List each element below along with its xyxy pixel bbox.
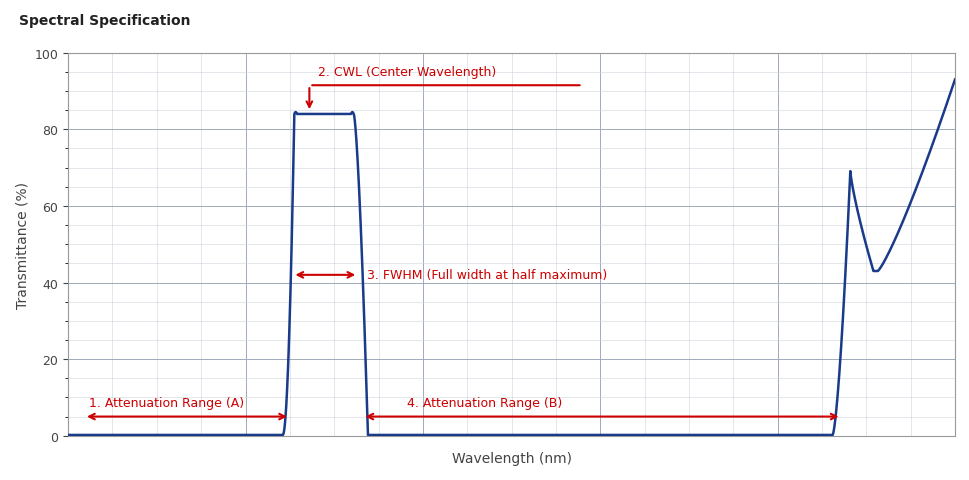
- X-axis label: Wavelength (nm): Wavelength (nm): [452, 451, 571, 465]
- Y-axis label: Transmittance (%): Transmittance (%): [15, 181, 29, 308]
- Text: Spectral Specification: Spectral Specification: [19, 14, 191, 28]
- Text: 4. Attenuation Range (B): 4. Attenuation Range (B): [407, 396, 562, 409]
- Text: 2. CWL (Center Wavelength): 2. CWL (Center Wavelength): [318, 65, 496, 78]
- Text: 3. FWHM (Full width at half maximum): 3. FWHM (Full width at half maximum): [366, 269, 607, 282]
- Text: 1. Attenuation Range (A): 1. Attenuation Range (A): [88, 396, 243, 409]
